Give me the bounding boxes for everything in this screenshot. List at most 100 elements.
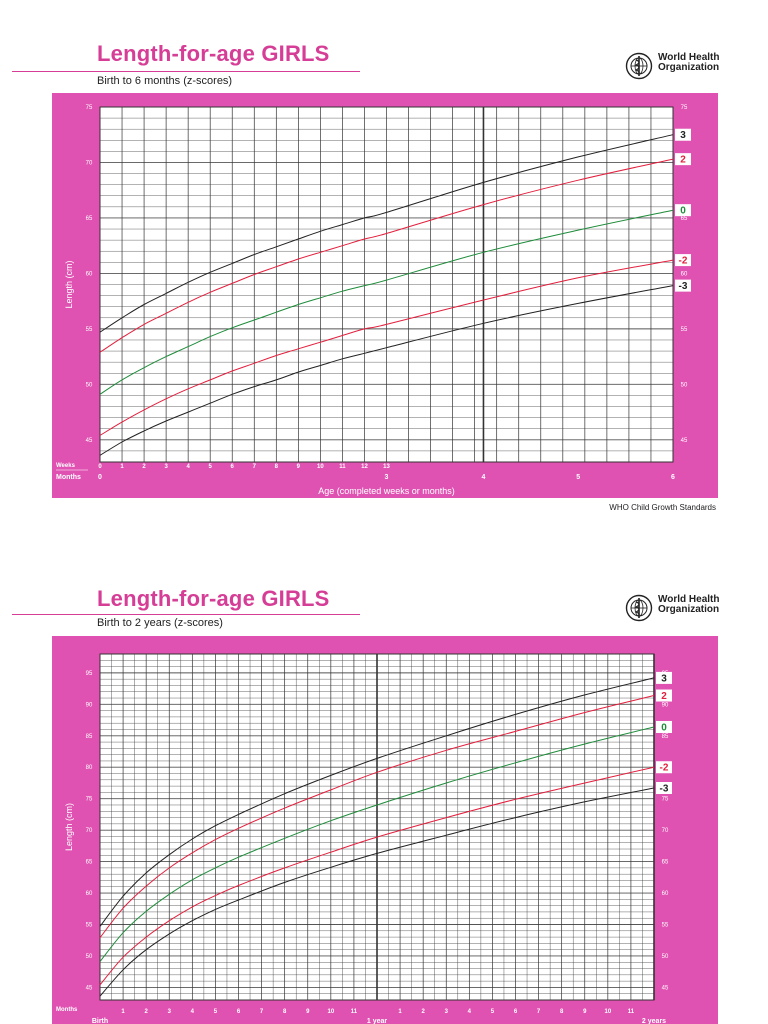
month-tick-label: 6 [514,1009,518,1015]
title-rule [12,71,360,72]
chart-panel-6-months: 4545505055556060656570707575Length (cm)3… [52,93,718,498]
y-tick-label-right: 65 [662,860,669,866]
y-tick-label-left: 65 [86,216,93,222]
month-tick-label: 1 [121,1009,125,1015]
title-rule-2 [12,614,360,615]
month-tick-label: 4 [482,474,486,481]
y-tick-label-right: 65 [681,216,688,222]
month-tick-label: 11 [351,1009,358,1015]
series-label-3: 3 [661,673,667,684]
series-line-2 [99,695,655,939]
page-title-2: Length-for-age GIRLS [97,586,330,611]
y-tick-label-right: 75 [681,105,688,111]
series-label-bg [675,153,691,166]
series-line-3 [99,134,674,333]
series-label-bg [675,279,691,292]
months-row-label: Months [56,1007,78,1013]
y-tick-label-left: 60 [86,891,93,897]
organization-line-1: World Health [658,52,720,63]
month-tick-label: 7 [260,1009,264,1015]
month-tick-label: 9 [583,1009,587,1015]
y-tick-label-left: 70 [86,828,93,834]
y-tick-label-left: 50 [86,954,93,960]
series-line--3 [99,787,655,997]
y-tick-label-left: 75 [86,105,93,111]
week-tick-label: 12 [361,464,368,470]
week-tick-label: 10 [317,464,324,470]
series-label-bg [656,720,672,733]
month-tick-label: 5 [491,1009,495,1015]
y-tick-label-left: 75 [86,797,93,803]
y-tick-label-left: 95 [86,671,93,677]
series-line-0 [99,726,655,962]
y-tick-label-right: 60 [681,271,688,277]
y-tick-label-left: 45 [86,438,93,444]
series-line-2 [99,158,674,353]
month-tick-label: 4 [468,1009,472,1015]
week-tick-label: 13 [383,464,390,470]
series-label-3: 3 [680,130,686,141]
month-tick-label: 0 [98,474,102,481]
organization-line-1: World Health [658,594,720,605]
y-axis-label: Length (cm) [64,803,74,851]
y-tick-label-left: 55 [86,923,93,929]
year-label: 2 years [642,1018,666,1024]
week-tick-label: 2 [142,464,146,470]
year-label: Birth [92,1018,108,1024]
who-logo: World Health Organization [625,52,725,80]
y-tick-label-right: 55 [681,327,688,333]
y-tick-label-right: 60 [662,891,669,897]
series-label-bg [656,761,672,774]
week-tick-label: 0 [98,464,102,470]
series-label--2: -2 [679,256,688,267]
series-label-bg [656,781,672,794]
y-tick-label-left: 55 [86,327,93,333]
series-label--3: -3 [679,281,688,292]
who-emblem-icon [625,52,653,80]
y-tick-label-right: 85 [662,734,669,740]
month-tick-label: 10 [327,1009,334,1015]
y-tick-label-right: 45 [662,985,669,991]
week-tick-label: 4 [186,464,190,470]
week-tick-label: 9 [297,464,301,470]
month-tick-label: 5 [214,1009,218,1015]
chart-panel-2-years: 4545505055556060656570707575808085859090… [52,636,718,1024]
footer-note: WHO Child Growth Standards [609,503,716,512]
chart-6-months: 4545505055556060656570707575Length (cm)3… [52,93,718,498]
month-tick-label: 4 [191,1009,195,1015]
y-tick-label-right: 50 [681,382,688,388]
series-label-0: 0 [661,722,667,733]
plot-border [99,653,655,1001]
y-tick-label-left: 65 [86,860,93,866]
page-title: Length-for-age GIRLS [97,41,330,66]
week-tick-label: 11 [339,464,346,470]
organization-line-2: Organization [658,604,720,615]
y-tick-label-left: 50 [86,382,93,388]
series-line--2 [99,766,655,986]
y-tick-label-right: 75 [662,797,669,803]
series-label-0: 0 [680,206,686,217]
series-line-3 [99,677,655,927]
series-label-2: 2 [680,155,686,166]
month-tick-label: 1 [398,1009,402,1015]
series-label--2: -2 [660,763,669,774]
month-tick-label: 11 [628,1009,635,1015]
month-tick-label: 3 [445,1009,449,1015]
series-label-2: 2 [661,691,667,702]
page-subtitle-2: Birth to 2 years (z-scores) [97,617,223,629]
y-tick-label-right: 45 [681,438,688,444]
y-tick-label-right: 50 [662,954,669,960]
y-axis-label: Length (cm) [64,260,74,308]
x-axis-label: Age (completed weeks or months) [318,486,455,496]
series-label-bg [675,204,691,217]
year-label: 1 year [367,1018,388,1024]
month-tick-label: 10 [604,1009,611,1015]
month-tick-label: 2 [144,1009,148,1015]
y-tick-label-right: 90 [662,702,669,708]
month-tick-label: 3 [385,474,389,481]
month-tick-label: 6 [237,1009,241,1015]
series-label-bg [675,254,691,267]
y-tick-label-left: 60 [86,271,93,277]
who-emblem-icon [625,594,653,622]
y-tick-label-left: 85 [86,734,93,740]
